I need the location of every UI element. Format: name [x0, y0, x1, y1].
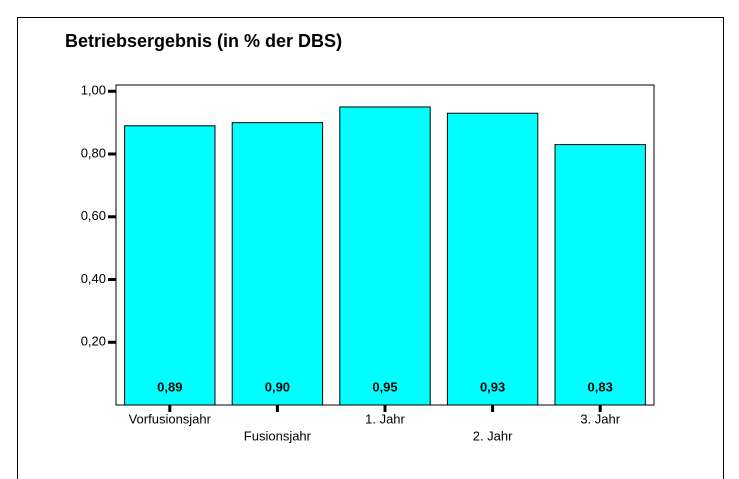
y-tick-label: 0,20	[81, 334, 106, 349]
x-tick-label: 3. Jahr	[580, 411, 620, 426]
y-tick-label: 0,80	[81, 145, 106, 160]
value-label: 0,90	[265, 379, 290, 394]
value-label: 0,89	[157, 379, 182, 394]
x-tick-label: Fusionsjahr	[244, 428, 312, 443]
bar	[446, 112, 539, 406]
bar	[124, 125, 216, 406]
bar	[554, 144, 646, 406]
chart-title: Betriebsergebnis (in % der DBS)	[65, 31, 342, 51]
y-tick-label: 0,40	[81, 271, 106, 286]
y-tick-label: 1,00	[81, 83, 106, 98]
x-tick-label: 2. Jahr	[473, 428, 513, 443]
bar	[339, 106, 431, 406]
value-label: 0,95	[372, 379, 397, 394]
x-tick-label: 1. Jahr	[365, 411, 405, 426]
bar	[231, 122, 324, 406]
value-label: 0,93	[480, 379, 505, 394]
y-tick-label: 0,60	[81, 208, 106, 223]
x-tick-label: Vorfusionsjahr	[129, 411, 212, 426]
value-label: 0,83	[588, 379, 613, 394]
